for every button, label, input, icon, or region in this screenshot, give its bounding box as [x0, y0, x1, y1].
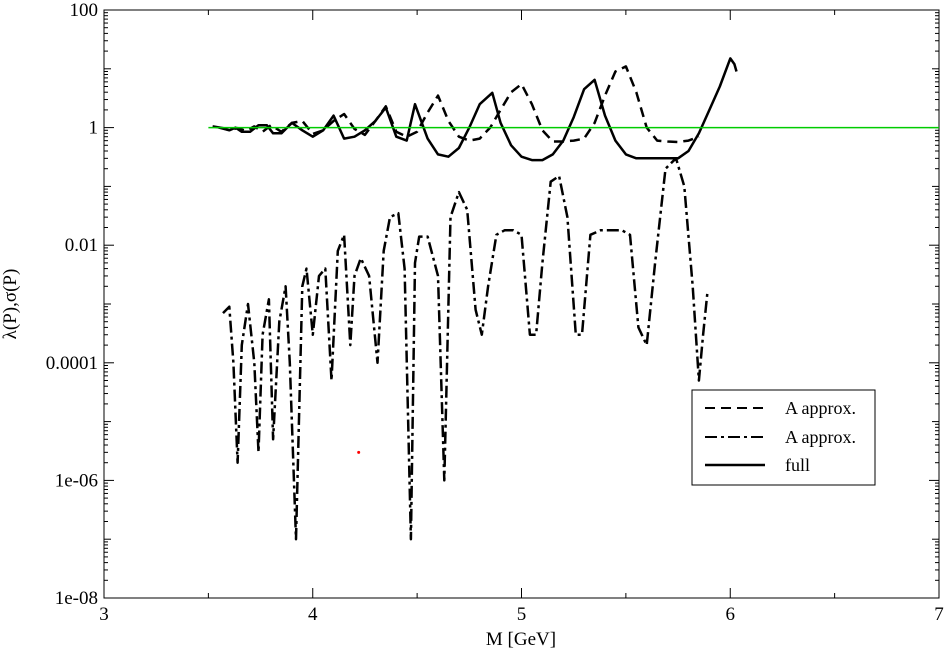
series-line-1 — [222, 157, 709, 541]
x-tick-label: 5 — [517, 604, 527, 625]
series-line-2 — [212, 57, 738, 162]
legend-label-solid: full — [785, 455, 810, 475]
series-layer — [208, 57, 939, 541]
y-tick-label: 1 — [89, 118, 99, 139]
ticks — [103, 9, 940, 599]
y-tick-label: 1e-08 — [55, 588, 98, 609]
y-tick-label: 0.0001 — [46, 353, 98, 374]
legend-label-dashdot: A approx. — [785, 427, 856, 447]
x-tick-label: 6 — [726, 604, 736, 625]
annotation-dot — [357, 450, 361, 454]
legend-label-dashed: A approx. — [785, 398, 856, 418]
x-tick-label: 4 — [308, 604, 318, 625]
tick-labels: 3 4 5 6 7 1e-08 1e-06 0.0001 0.01 1 100 — [46, 0, 944, 625]
y-tick-label: 100 — [70, 0, 99, 21]
series-line-0 — [218, 65, 700, 144]
y-axis-title: λ(P),σ(P) — [0, 269, 21, 340]
y-tick-label: 1e-06 — [55, 470, 98, 491]
plot-frame — [103, 9, 940, 599]
legend: A approx. A approx. full — [691, 389, 876, 486]
y-tick-label: 0.01 — [65, 235, 98, 256]
x-tick-label: 7 — [934, 604, 944, 625]
x-tick-label: 3 — [99, 604, 109, 625]
x-axis-title: M [GeV] — [486, 629, 556, 650]
